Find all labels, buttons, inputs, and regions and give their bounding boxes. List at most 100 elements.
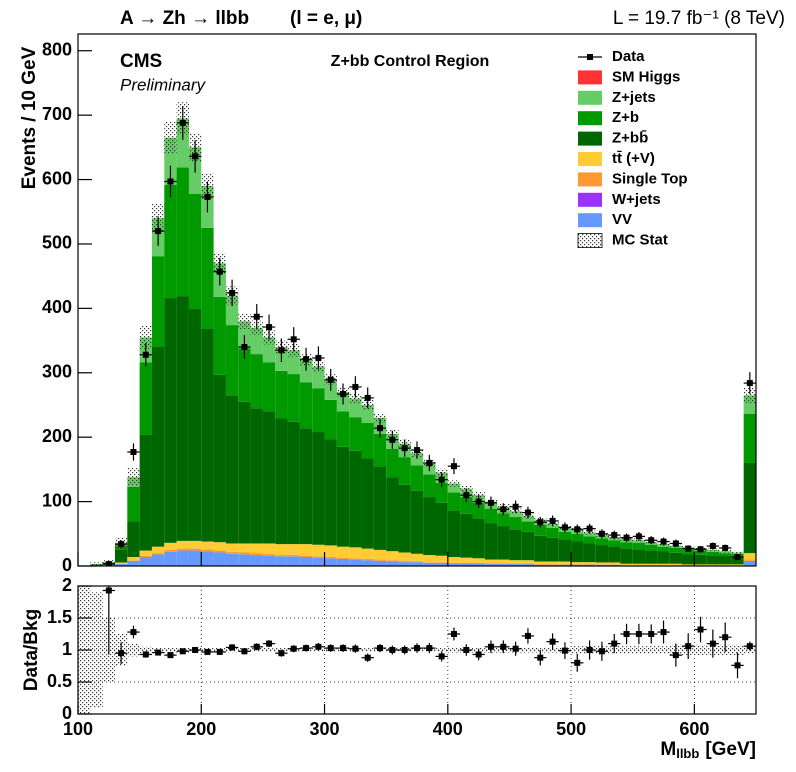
mc-stat-band	[571, 646, 584, 654]
data-point	[438, 653, 445, 660]
y-tick-label: 1.5	[47, 607, 72, 627]
data-point	[192, 153, 199, 160]
bar-segment	[521, 560, 535, 564]
mc-stat-band	[90, 562, 103, 566]
y-tick-label: 500	[42, 233, 72, 253]
mc-stat-band	[373, 413, 387, 423]
bar-segment	[262, 411, 276, 544]
bar-segment	[373, 466, 387, 550]
data-point	[389, 436, 396, 443]
data-point	[438, 476, 445, 483]
bar-segment	[410, 465, 424, 491]
region-label: Z+bb Control Region	[331, 53, 490, 70]
bar-segment	[719, 564, 732, 566]
mc-stat-band	[472, 491, 485, 499]
bar-segment	[127, 560, 140, 566]
bar-segment	[225, 325, 239, 396]
bar-segment	[275, 555, 288, 557]
bar-segment	[608, 540, 621, 547]
bar-segment	[151, 546, 165, 554]
data-point	[598, 530, 605, 537]
bar-segment	[558, 561, 572, 565]
mc-stat-band	[657, 646, 670, 654]
bar-segment	[127, 556, 140, 561]
bar-segment	[645, 563, 658, 566]
bar-segment	[669, 547, 683, 553]
bar-segment	[657, 563, 670, 566]
bar-segment	[188, 550, 202, 566]
bar-segment	[349, 450, 362, 548]
mc-stat-band	[90, 592, 103, 708]
bar-segment	[509, 529, 522, 561]
chart-title: A → Zh → llbb	[120, 8, 249, 29]
data-point	[204, 648, 211, 655]
y-axis-label: Events / 10 GeV	[19, 46, 40, 189]
bar-segment	[571, 564, 584, 566]
legend-marker	[587, 54, 593, 60]
bar-segment	[743, 560, 756, 566]
bar-segment	[225, 395, 239, 544]
bar-segment	[176, 540, 189, 549]
mc-stat-band	[743, 387, 756, 404]
bar-segment	[176, 548, 189, 551]
legend-swatch	[578, 192, 602, 207]
bar-segment	[151, 554, 165, 566]
bar-segment	[534, 561, 547, 565]
bar-segment	[497, 564, 510, 566]
bar-segment	[447, 556, 461, 563]
ratio-frame	[77, 585, 757, 715]
bar-segment	[546, 564, 559, 565]
bar-segment	[201, 551, 214, 566]
bar-segment	[583, 536, 596, 544]
data-point	[722, 634, 729, 641]
bar-segment	[127, 521, 140, 557]
bar-segment	[225, 553, 239, 566]
bar-segment	[386, 551, 399, 561]
bar-segment	[595, 538, 609, 546]
x-tick-label: 100	[63, 719, 93, 739]
bar-segment	[127, 560, 140, 561]
bar-segment	[460, 562, 473, 564]
x-axis-label-sub: llbb	[676, 746, 699, 761]
bar-segment	[336, 557, 350, 559]
legend-swatch	[578, 152, 602, 166]
data-point	[746, 643, 753, 650]
bar-segment	[139, 555, 152, 557]
ratio-plot	[78, 586, 756, 714]
mc-stat-band	[645, 646, 658, 654]
data-point	[672, 652, 679, 659]
bar-segment	[719, 556, 732, 565]
legend-label: VV	[612, 211, 632, 228]
bar-segment	[164, 542, 177, 550]
legend-label: Single Top	[612, 170, 688, 187]
mc-stat-band	[731, 551, 744, 554]
y-tick-label: 700	[42, 104, 72, 124]
bar-segment	[139, 434, 152, 551]
data-point	[475, 651, 482, 658]
bar-segment	[139, 556, 152, 566]
y-tick-label: 600	[42, 168, 72, 188]
bar-segment	[743, 414, 756, 463]
bar-segment	[571, 541, 584, 563]
bar-segment	[275, 544, 288, 556]
mc-stat-band	[706, 548, 720, 552]
mc-stat-band	[349, 393, 362, 404]
bar-segment	[164, 551, 177, 566]
bar-segment	[694, 564, 707, 566]
bar-segment	[423, 497, 436, 556]
data-point	[118, 541, 125, 548]
bar-segment	[608, 546, 621, 563]
bar-segment	[743, 462, 756, 554]
data-point	[315, 354, 322, 361]
bar-segment	[521, 515, 535, 522]
bar-segment	[213, 296, 226, 375]
data-point	[500, 506, 507, 513]
bar-segment	[398, 457, 411, 485]
bar-segment	[275, 418, 288, 545]
bar-segment	[299, 555, 313, 557]
x-tick-label: 500	[556, 719, 586, 739]
bar-segment	[213, 374, 226, 543]
bar-segment	[275, 556, 288, 566]
legend-swatch	[578, 131, 602, 146]
data-point	[364, 394, 371, 401]
